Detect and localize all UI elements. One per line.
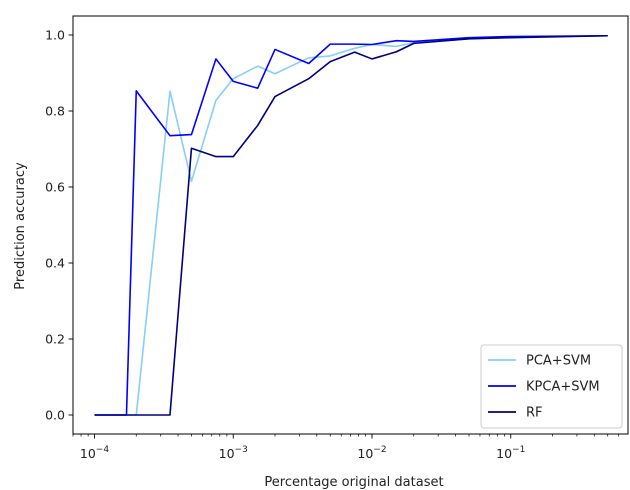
y-tick-label: 0.2 — [45, 332, 65, 347]
x-tick-label: 10−4 — [80, 445, 109, 461]
legend: PCA+SVM KPCA+SVM RF — [480, 344, 623, 429]
x-axis: 10−4 10−3 10−2 10−1 — [72, 434, 620, 461]
x-tick-label: 10−3 — [219, 445, 248, 461]
x-tick-label: 10−1 — [496, 445, 525, 461]
legend-label: RF — [526, 406, 543, 421]
legend-label: KPCA+SVM — [526, 380, 600, 395]
y-tick-label: 0.0 — [45, 408, 65, 423]
x-tick-label: 10−2 — [357, 445, 386, 461]
y-tick-label: 1.0 — [45, 28, 65, 43]
series-line-kpca-svm — [94, 34, 608, 416]
y-tick-label: 0.8 — [45, 104, 65, 119]
y-axis: 0.0 0.2 0.4 0.6 0.8 1.0 — [45, 28, 73, 423]
series-layer — [94, 34, 608, 416]
legend-label: PCA+SVM — [526, 354, 591, 369]
y-axis-label: Prediction accuracy — [13, 162, 28, 290]
series-line-rf — [94, 34, 608, 416]
y-tick-label: 0.4 — [45, 256, 65, 271]
x-axis-label: Percentage original dataset — [264, 475, 443, 490]
legend-box — [480, 344, 623, 429]
y-tick-label: 0.6 — [45, 180, 65, 195]
